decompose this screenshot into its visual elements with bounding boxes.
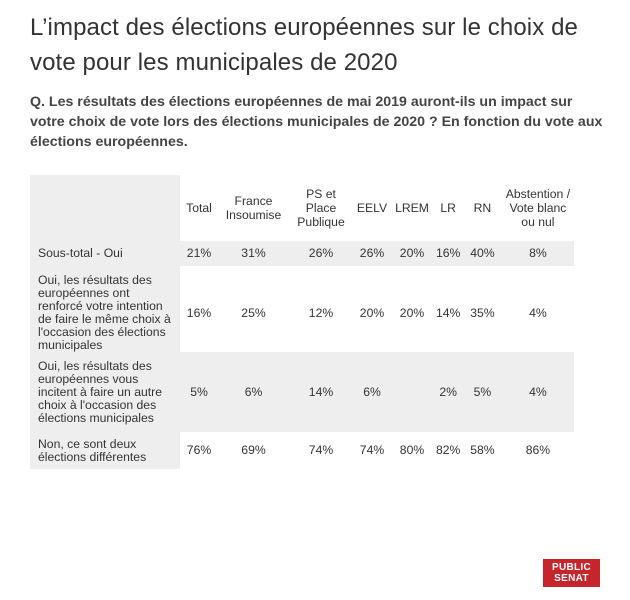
col-header-lrem: LREM bbox=[395, 201, 429, 215]
table-cell: 5% bbox=[463, 352, 502, 432]
table-cell: 21% bbox=[180, 241, 218, 266]
table-cell: 35% bbox=[470, 305, 495, 320]
col-header-eelv: EELV bbox=[356, 201, 388, 215]
row-label: Oui, les résultats des européennes ont r… bbox=[30, 274, 180, 352]
results-table: Total France Insoumise PS et Place Publi… bbox=[30, 175, 575, 469]
table-cell: 25% bbox=[241, 305, 266, 320]
corner-cell bbox=[30, 175, 180, 241]
row-spacer bbox=[30, 266, 575, 274]
table-cell: 12% bbox=[308, 305, 334, 320]
row-label: Sous-total - Oui bbox=[30, 241, 180, 266]
table-cell: 20% bbox=[391, 241, 433, 266]
table-row: Oui, les résultats des européennes ont r… bbox=[30, 274, 574, 352]
table-cell: 6% bbox=[353, 352, 391, 432]
table-cell: 31% bbox=[218, 241, 289, 266]
logo-line-2: SENAT bbox=[554, 573, 589, 584]
col-header-lfi: France Insoumise bbox=[225, 194, 282, 222]
col-header-total: Total bbox=[186, 201, 212, 215]
table-cell: 5% bbox=[180, 352, 218, 432]
table-cell: 4% bbox=[529, 305, 547, 320]
table-cell: 58% bbox=[470, 443, 495, 457]
table-cell: 6% bbox=[218, 352, 289, 432]
table-cell: 20% bbox=[359, 305, 385, 320]
logo-line-1: PUBLIC bbox=[551, 562, 592, 573]
table-cell: 26% bbox=[353, 241, 391, 266]
column-header-row: Total France Insoumise PS et Place Publi… bbox=[30, 175, 574, 241]
table-cell: 80% bbox=[399, 443, 425, 457]
table-cell: 76% bbox=[186, 443, 212, 457]
public-senat-logo[interactable]: PUBLIC SENAT bbox=[543, 559, 600, 587]
row-label: Non, ce sont deux élections différentes bbox=[30, 432, 180, 469]
row-label: Oui, les résultats des européennes vous … bbox=[30, 352, 180, 432]
table-cell: 14% bbox=[289, 352, 353, 432]
col-header-ps: PS et Place Publique bbox=[297, 187, 345, 229]
table-cell: 69% bbox=[241, 443, 266, 457]
table-cell: 4% bbox=[501, 352, 575, 432]
question-text: Q. Les résultats des élections européenn… bbox=[30, 94, 603, 150]
table-cell: 20% bbox=[399, 305, 425, 320]
table-cell: 40% bbox=[463, 241, 502, 266]
col-header-abstention: Abstention / Vote blanc ou nul bbox=[505, 187, 571, 229]
table-cell bbox=[391, 352, 433, 432]
table-cell: 74% bbox=[308, 443, 334, 457]
table-row: Non, ce sont deux élections différentes … bbox=[30, 432, 574, 469]
col-header-lr: LR bbox=[440, 201, 456, 215]
col-header-rn: RN bbox=[473, 201, 492, 215]
table-cell: 16% bbox=[186, 305, 212, 320]
table-row: Oui, les résultats des européennes vous … bbox=[30, 352, 575, 432]
table-cell: 26% bbox=[289, 241, 353, 266]
table-cell: 74% bbox=[359, 443, 385, 457]
chart-title: L’impact des élections européennes sur l… bbox=[30, 14, 578, 76]
table-cell: 8% bbox=[501, 241, 575, 266]
table-cell: 16% bbox=[433, 241, 464, 266]
table-cell: 14% bbox=[436, 305, 461, 320]
table-row: Sous-total - Oui 21% 31% 26% 26% 20% 16%… bbox=[30, 241, 575, 266]
table-cell: 82% bbox=[436, 443, 461, 457]
table-cell: 2% bbox=[433, 352, 464, 432]
table-cell: 86% bbox=[525, 443, 551, 457]
